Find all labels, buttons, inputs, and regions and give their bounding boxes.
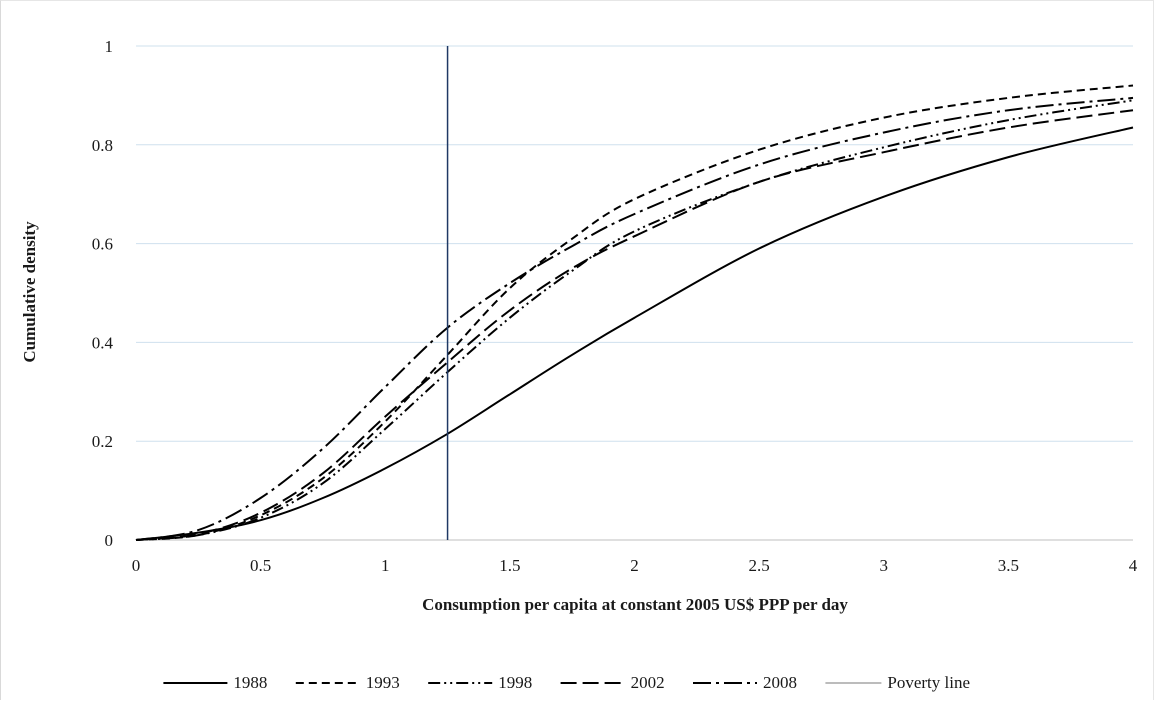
y-tick-label: 0.2 [92,432,113,451]
x-tick-label: 2.5 [749,556,770,575]
legend-label: 2002 [631,673,665,692]
series-line-1998 [135,99,1134,541]
y-axis-title: Cumulative density [20,221,39,363]
x-tick-label: 1 [381,556,390,575]
y-tick-label: 0.4 [92,333,114,352]
x-tick-label: 1.5 [499,556,520,575]
x-tick-labels: 0 0.5 1 1.5 2 2.5 3 3.5 4 [132,556,1138,575]
x-tick-label: 3 [880,556,889,575]
series-line-1993 [135,84,1134,541]
y-tick-labels: 0 0.2 0.4 0.6 0.8 1 [92,37,114,550]
series-line-2002 [135,109,1134,541]
legend-label: 1993 [366,673,400,692]
legend-label: Poverty line [887,673,970,692]
x-tick-label: 2 [630,556,639,575]
x-tick-label: 0 [132,556,141,575]
x-tick-label: 0.5 [250,556,271,575]
series-lines [135,84,1134,541]
series-line-2008 [135,96,1134,541]
y-tick-label: 0.8 [92,136,113,155]
x-tick-label: 3.5 [998,556,1019,575]
y-tick-label: 0.6 [92,235,113,254]
y-tick-label: 0 [105,531,114,550]
gridlines [136,45,1133,541]
legend: 1988 1993 1998 2002 2008 Poverty line [163,673,970,692]
x-tick-label: 4 [1129,556,1138,575]
legend-label: 1998 [498,673,532,692]
y-tick-label: 1 [105,37,114,56]
legend-label: 1988 [233,673,267,692]
x-axis-title: Consumption per capita at constant 2005 … [422,595,848,614]
legend-label: 2008 [763,673,797,692]
series-line-1988 [135,126,1134,541]
